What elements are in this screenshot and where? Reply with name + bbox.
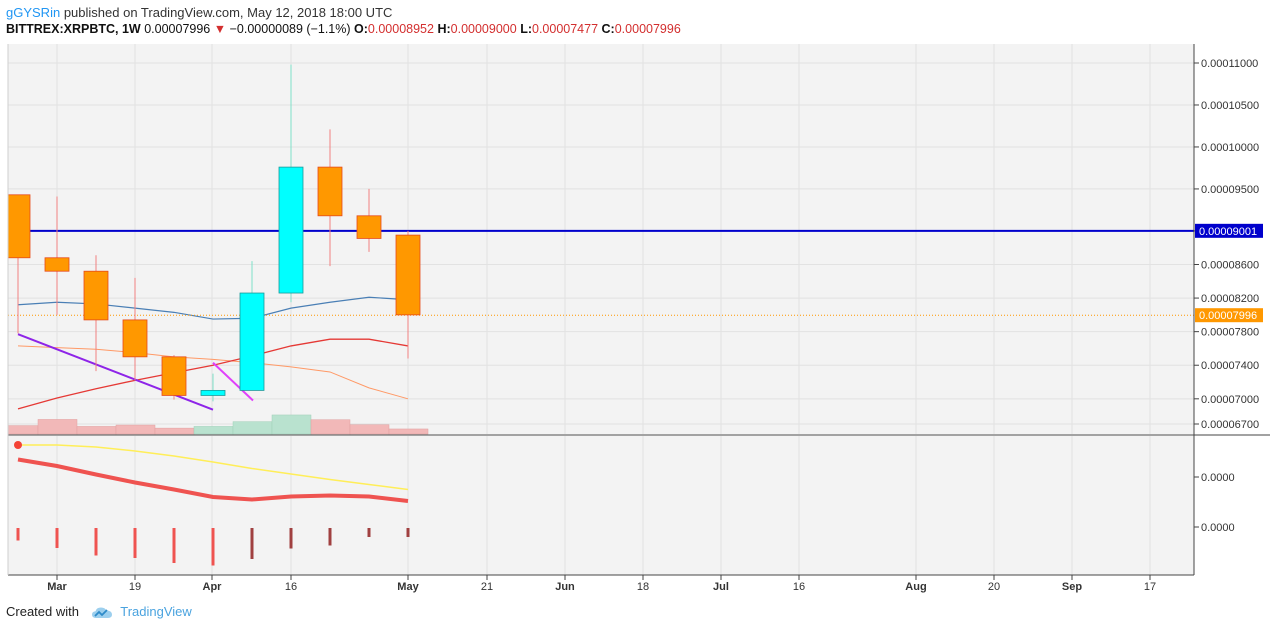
price-tick-label: 0.00008600: [1201, 259, 1259, 271]
time-tick-label: Apr: [203, 581, 223, 593]
author-link[interactable]: gGYSRin: [6, 5, 61, 20]
published-text: published on TradingView.com, May 12, 20…: [63, 5, 393, 20]
indicator-lines: [8, 229, 1194, 411]
open-label: O:: [354, 22, 368, 36]
price-tick-label: 0.00010000: [1201, 142, 1259, 154]
candle-body: [200, 390, 226, 396]
price-tick-label: 0.00007400: [1201, 360, 1259, 372]
histogram-bar: [211, 528, 215, 566]
main-pane-bg: [8, 44, 1194, 434]
last-price-label: 0.00007996: [1199, 310, 1257, 322]
volume-bar: [7, 425, 39, 435]
histogram-bar: [133, 528, 137, 558]
histogram-bar: [172, 528, 176, 563]
osc-tick-label: 0.0000: [1201, 522, 1235, 534]
magenta-trendline: [212, 361, 254, 402]
footer: Created with TradingView: [6, 604, 192, 620]
time-tick-label: Mar: [47, 581, 67, 593]
high-label: H:: [437, 22, 451, 36]
osc-main-line: [17, 457, 409, 503]
created-with-text: Created with: [6, 604, 79, 619]
volume-bar: [349, 424, 390, 435]
ma-blue-line: [17, 296, 409, 320]
time-tick-label: 18: [637, 581, 649, 593]
symbol-legend: BITTREX:XRPBTC, 1W 0.00007996 ▼ −0.00000…: [6, 22, 681, 36]
candle-body: [395, 234, 421, 316]
publish-header: gGYSRin published on TradingView.com, Ma…: [6, 5, 392, 20]
time-tick-label: Sep: [1062, 581, 1082, 593]
volume-bar: [115, 424, 156, 435]
oscillator-pane: [14, 441, 410, 566]
candle-body: [161, 356, 187, 396]
histogram-bar: [328, 528, 332, 546]
level-label-bg: [1195, 223, 1263, 238]
price-tick-label: 0.00009500: [1201, 184, 1259, 196]
time-tick-label: May: [397, 581, 419, 593]
candle-body: [317, 166, 343, 217]
high-value: 0.00009000: [450, 22, 517, 36]
time-tick-label: 16: [793, 581, 805, 593]
time-tick-label: Jun: [555, 581, 575, 593]
volume-bar: [193, 426, 234, 435]
axes: 0.00006700 0.00007000 0.00007400 0.00007800…: [7, 44, 1270, 593]
volume-bar: [37, 419, 78, 435]
osc-tick-label: 0.0000: [1201, 472, 1235, 484]
time-tick-label: 19: [129, 581, 141, 593]
candle-body: [83, 270, 109, 321]
ma-red-line: [17, 338, 409, 410]
volume-bar: [388, 428, 429, 435]
price-chart[interactable]: 0.00006700 0.00007000 0.00007400 0.00007800…: [0, 0, 1270, 600]
candle-body: [44, 257, 70, 272]
close-value: 0.00007996: [614, 22, 681, 36]
volume-bars: [7, 414, 429, 435]
candles: [7, 64, 421, 402]
osc-start-dot: [14, 441, 22, 449]
time-tick-label: 21: [481, 581, 493, 593]
tradingview-link[interactable]: TradingView: [120, 604, 192, 619]
candle-body: [239, 292, 265, 391]
last-price-label-bg: [1195, 308, 1263, 323]
purple-trendline: [17, 333, 214, 411]
price-tick-label: 0.00008200: [1201, 293, 1259, 305]
low-value: 0.00007477: [532, 22, 599, 36]
price-tick-label: 0.00007000: [1201, 394, 1259, 406]
osc-pane-bg: [8, 436, 1194, 575]
time-tick-label: Aug: [905, 581, 926, 593]
histogram-bar: [55, 528, 59, 548]
close-label: C:: [601, 22, 615, 36]
volume-bar: [232, 421, 273, 435]
time-tick-label: 16: [285, 581, 297, 593]
candle-body: [7, 194, 31, 259]
volume-bar: [154, 427, 195, 435]
candle-body: [356, 215, 382, 239]
osc-signal-line: [18, 444, 409, 491]
ma-orange-line: [17, 345, 409, 400]
open-value: 0.00008952: [367, 22, 434, 36]
tradingview-cloud-icon: [91, 607, 112, 618]
price-change: −0.00000089 (−1.1%): [229, 22, 351, 36]
last-price: 0.00007996: [144, 22, 211, 36]
time-tick-label: Jul: [713, 581, 729, 593]
histogram-bar: [94, 528, 98, 556]
candle-body: [278, 166, 304, 294]
down-arrow-icon: ▼: [213, 22, 227, 36]
low-label: L:: [520, 22, 532, 36]
volume-bar: [310, 419, 351, 435]
histogram-bar: [367, 528, 371, 537]
price-tick-label: 0.00010500: [1201, 100, 1259, 112]
histogram-bar: [289, 528, 293, 549]
histogram-bar: [406, 528, 410, 537]
histogram-bar: [250, 528, 254, 559]
volume-bar: [76, 426, 117, 435]
symbol-name[interactable]: BITTREX:XRPBTC, 1W: [6, 22, 141, 36]
time-tick-label: 20: [988, 581, 1000, 593]
price-tick-label: 0.00006700: [1201, 419, 1259, 431]
time-tick-label: 17: [1144, 581, 1156, 593]
candle-body: [122, 319, 148, 358]
histogram-bar: [16, 528, 20, 541]
price-tick-label: 0.00011000: [1201, 58, 1258, 70]
price-tick-label: 0.00007800: [1201, 327, 1259, 339]
volume-bar: [271, 414, 312, 435]
level-label: 0.00009001: [1199, 226, 1257, 238]
